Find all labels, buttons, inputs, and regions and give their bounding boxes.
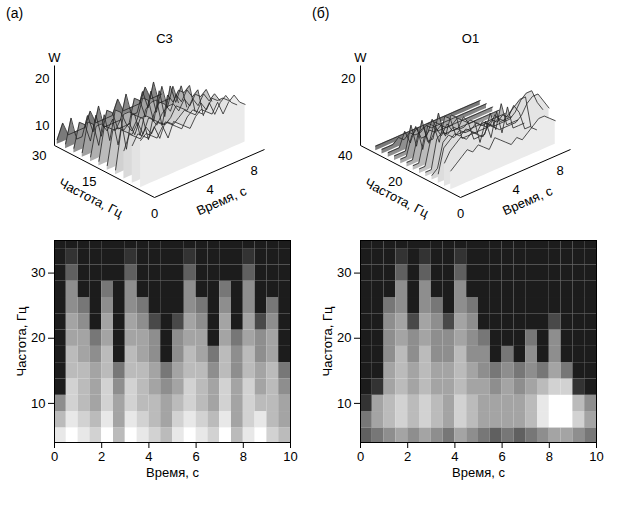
svg-text:20: 20 bbox=[341, 71, 355, 86]
svg-text:Время, с: Время, с bbox=[194, 183, 249, 218]
svg-text:4: 4 bbox=[145, 449, 152, 464]
svg-text:10: 10 bbox=[589, 449, 603, 464]
svg-text:4: 4 bbox=[513, 182, 520, 197]
svg-text:6: 6 bbox=[192, 449, 199, 464]
svg-text:8: 8 bbox=[240, 449, 247, 464]
svg-text:0: 0 bbox=[357, 449, 364, 464]
svg-text:Частота, Гц: Частота, Гц bbox=[56, 175, 125, 221]
svg-text:30: 30 bbox=[337, 265, 351, 280]
svg-text:0: 0 bbox=[457, 206, 464, 221]
svg-text:2: 2 bbox=[404, 449, 411, 464]
svg-text:W: W bbox=[48, 50, 61, 65]
svg-text:20: 20 bbox=[35, 71, 49, 86]
svg-text:15: 15 bbox=[82, 173, 97, 189]
svg-text:4: 4 bbox=[207, 182, 214, 197]
svg-text:0: 0 bbox=[51, 449, 58, 464]
svg-text:C3: C3 bbox=[156, 31, 173, 46]
svg-text:20: 20 bbox=[337, 330, 351, 345]
html-text:(б): (б) bbox=[312, 5, 330, 21]
svg-text:30: 30 bbox=[32, 148, 46, 163]
svg-text:20: 20 bbox=[31, 330, 45, 345]
svg-text:10: 10 bbox=[283, 449, 297, 464]
svg-text:10: 10 bbox=[337, 396, 351, 411]
svg-text:20: 20 bbox=[388, 173, 403, 189]
svg-text:4: 4 bbox=[451, 449, 458, 464]
svg-text:8: 8 bbox=[251, 163, 258, 178]
svg-text:6: 6 bbox=[498, 449, 505, 464]
svg-text:Частота, Гц: Частота, Гц bbox=[362, 175, 431, 221]
svg-text:Время, с: Время, с bbox=[146, 465, 199, 480]
svg-text:10: 10 bbox=[35, 118, 49, 133]
svg-text:30: 30 bbox=[31, 265, 45, 280]
svg-text:2: 2 bbox=[98, 449, 105, 464]
svg-text:8: 8 bbox=[546, 449, 553, 464]
svg-text:O1: O1 bbox=[462, 31, 479, 46]
svg-text:0: 0 bbox=[151, 206, 158, 221]
svg-text:Частота, Гц: Частота, Гц bbox=[14, 306, 29, 376]
svg-text:W: W bbox=[354, 50, 367, 65]
svg-text:8: 8 bbox=[557, 163, 564, 178]
html-text:(а): (а) bbox=[6, 5, 24, 21]
svg-text:10: 10 bbox=[31, 396, 45, 411]
svg-text:40: 40 bbox=[338, 148, 352, 163]
svg-text:Время, с: Время, с bbox=[452, 465, 505, 480]
svg-text:Частота, Гц: Частота, Гц bbox=[320, 306, 335, 376]
svg-text:Время, с: Время, с bbox=[500, 183, 555, 218]
